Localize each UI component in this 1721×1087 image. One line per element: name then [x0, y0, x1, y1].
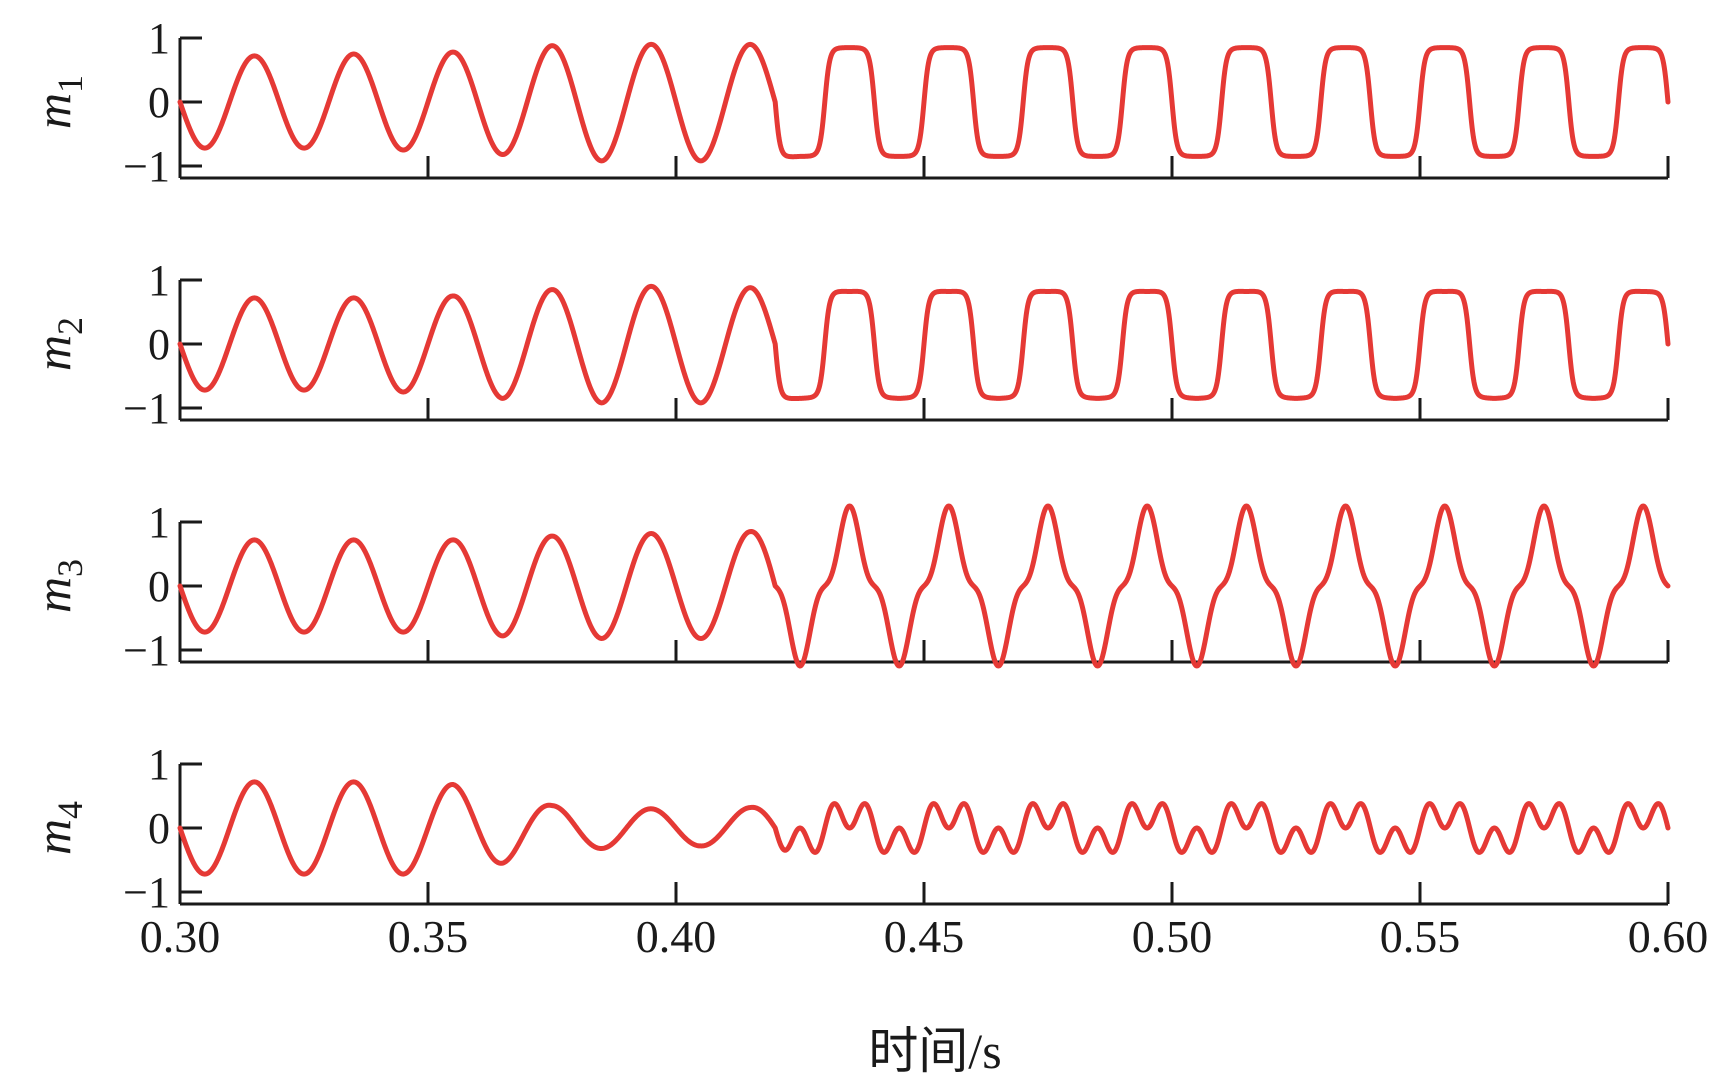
series-line-m4 [177, 779, 1671, 877]
y-label-variable: m [25, 335, 81, 371]
y-label-variable: m [25, 577, 81, 613]
x-tick-label: 0.60 [1628, 911, 1709, 962]
x-tick-label: 0.45 [884, 911, 965, 962]
series-line-m1 [177, 41, 1671, 164]
y-tick-label: 1 [148, 740, 170, 789]
series-line-m3 [177, 503, 1671, 669]
y-tick-label: 1 [148, 498, 170, 547]
y-tick-label: −1 [123, 868, 170, 917]
y-label-variable: m [25, 819, 81, 855]
y-tick-label: 1 [148, 256, 170, 305]
panel-2: 1 0 −1 m2 [25, 256, 1671, 433]
y-tick-label: 0 [148, 78, 170, 127]
y-axis-label: m4 [25, 801, 90, 855]
x-tick-label: 0.50 [1132, 911, 1213, 962]
x-tick-label: 0.40 [636, 911, 717, 962]
y-label-subscript: 3 [50, 559, 90, 577]
y-label-subscript: 1 [50, 75, 90, 93]
series-line-m2 [177, 283, 1671, 406]
x-tick-label: 0.55 [1380, 911, 1461, 962]
x-tick-label: 0.30 [140, 911, 221, 962]
panel-3: 1 0 −1 m3 [25, 498, 1671, 675]
x-tick-label: 0.35 [388, 911, 469, 962]
y-tick-label: −1 [123, 384, 170, 433]
y-tick-label: 0 [148, 562, 170, 611]
y-tick-label: 0 [148, 320, 170, 369]
y-label-subscript: 2 [50, 317, 90, 335]
y-label-subscript: 4 [50, 801, 90, 819]
y-label-variable: m [25, 93, 81, 129]
y-tick-label: 1 [148, 14, 170, 63]
y-tick-label: −1 [123, 626, 170, 675]
panel-1: 10−1m1 [25, 14, 1671, 191]
y-axis-label: m3 [25, 559, 90, 613]
x-axis-label: 时间/s [868, 1023, 1001, 1079]
y-axis-label: m1 [25, 75, 90, 129]
y-tick-label: 0 [148, 804, 170, 853]
y-axis-label: m2 [25, 317, 90, 371]
y-tick-label: −1 [123, 142, 170, 191]
panel-4: 1 0 −1 m4 [25, 740, 1671, 917]
x-ticks-group: 0.30 0.35 0.40 0.45 0.50 0.55 0.60 [140, 911, 1709, 962]
